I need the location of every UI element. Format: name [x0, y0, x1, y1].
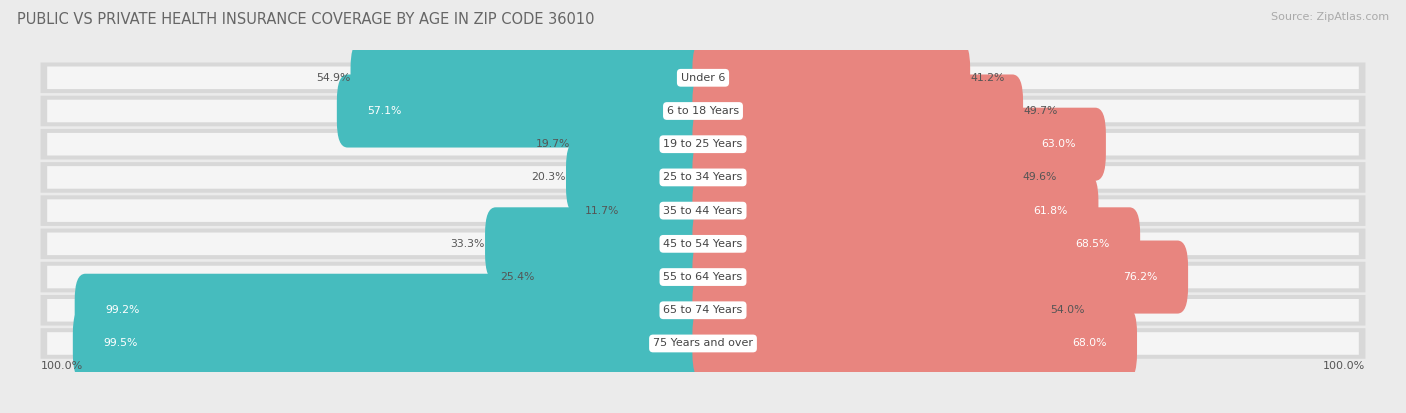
FancyBboxPatch shape [620, 174, 714, 247]
Text: 100.0%: 100.0% [41, 361, 83, 371]
Text: 25 to 34 Years: 25 to 34 Years [664, 172, 742, 183]
FancyBboxPatch shape [41, 295, 1365, 325]
Text: 75 Years and over: 75 Years and over [652, 339, 754, 349]
Text: 54.9%: 54.9% [316, 73, 350, 83]
Text: 61.8%: 61.8% [1033, 206, 1069, 216]
Text: Under 6: Under 6 [681, 73, 725, 83]
Text: 99.5%: 99.5% [103, 339, 138, 349]
Text: 49.7%: 49.7% [1024, 106, 1057, 116]
FancyBboxPatch shape [337, 74, 714, 147]
FancyBboxPatch shape [692, 174, 1098, 247]
Text: PUBLIC VS PRIVATE HEALTH INSURANCE COVERAGE BY AGE IN ZIP CODE 36010: PUBLIC VS PRIVATE HEALTH INSURANCE COVER… [17, 12, 595, 27]
Text: 68.5%: 68.5% [1076, 239, 1109, 249]
FancyBboxPatch shape [41, 262, 1365, 292]
FancyBboxPatch shape [41, 195, 1365, 226]
FancyBboxPatch shape [41, 162, 1365, 193]
FancyBboxPatch shape [692, 207, 1140, 280]
FancyBboxPatch shape [48, 100, 1358, 122]
Text: 49.6%: 49.6% [1022, 172, 1057, 183]
FancyBboxPatch shape [41, 62, 1365, 93]
FancyBboxPatch shape [692, 274, 1050, 347]
Text: 68.0%: 68.0% [1071, 339, 1107, 349]
FancyBboxPatch shape [48, 133, 1358, 156]
Text: 35 to 44 Years: 35 to 44 Years [664, 206, 742, 216]
Text: 57.1%: 57.1% [367, 106, 402, 116]
Text: Source: ZipAtlas.com: Source: ZipAtlas.com [1271, 12, 1389, 22]
FancyBboxPatch shape [73, 307, 714, 380]
Text: 41.2%: 41.2% [970, 73, 1004, 83]
FancyBboxPatch shape [692, 141, 1022, 214]
FancyBboxPatch shape [41, 129, 1365, 159]
Text: 20.3%: 20.3% [531, 172, 567, 183]
FancyBboxPatch shape [48, 266, 1358, 288]
FancyBboxPatch shape [534, 240, 714, 313]
Text: 19.7%: 19.7% [536, 139, 569, 149]
FancyBboxPatch shape [350, 41, 714, 114]
FancyBboxPatch shape [48, 332, 1358, 355]
Text: 99.2%: 99.2% [105, 305, 139, 315]
FancyBboxPatch shape [485, 207, 714, 280]
FancyBboxPatch shape [692, 108, 1107, 181]
FancyBboxPatch shape [48, 166, 1358, 189]
Text: 54.0%: 54.0% [1050, 305, 1084, 315]
FancyBboxPatch shape [41, 228, 1365, 259]
Text: 6 to 18 Years: 6 to 18 Years [666, 106, 740, 116]
FancyBboxPatch shape [41, 328, 1365, 359]
Text: 55 to 64 Years: 55 to 64 Years [664, 272, 742, 282]
FancyBboxPatch shape [692, 74, 1024, 147]
FancyBboxPatch shape [692, 240, 1188, 313]
FancyBboxPatch shape [41, 96, 1365, 126]
FancyBboxPatch shape [692, 41, 970, 114]
Text: 11.7%: 11.7% [585, 206, 620, 216]
Text: 25.4%: 25.4% [501, 272, 534, 282]
Text: 33.3%: 33.3% [451, 239, 485, 249]
FancyBboxPatch shape [48, 299, 1358, 322]
Text: 19 to 25 Years: 19 to 25 Years [664, 139, 742, 149]
Text: 65 to 74 Years: 65 to 74 Years [664, 305, 742, 315]
Text: 45 to 54 Years: 45 to 54 Years [664, 239, 742, 249]
Text: 63.0%: 63.0% [1040, 139, 1076, 149]
FancyBboxPatch shape [75, 274, 714, 347]
FancyBboxPatch shape [48, 199, 1358, 222]
Text: 100.0%: 100.0% [1323, 361, 1365, 371]
FancyBboxPatch shape [567, 141, 714, 214]
FancyBboxPatch shape [692, 307, 1137, 380]
FancyBboxPatch shape [48, 66, 1358, 89]
FancyBboxPatch shape [48, 233, 1358, 255]
FancyBboxPatch shape [569, 108, 714, 181]
Text: 76.2%: 76.2% [1123, 272, 1157, 282]
